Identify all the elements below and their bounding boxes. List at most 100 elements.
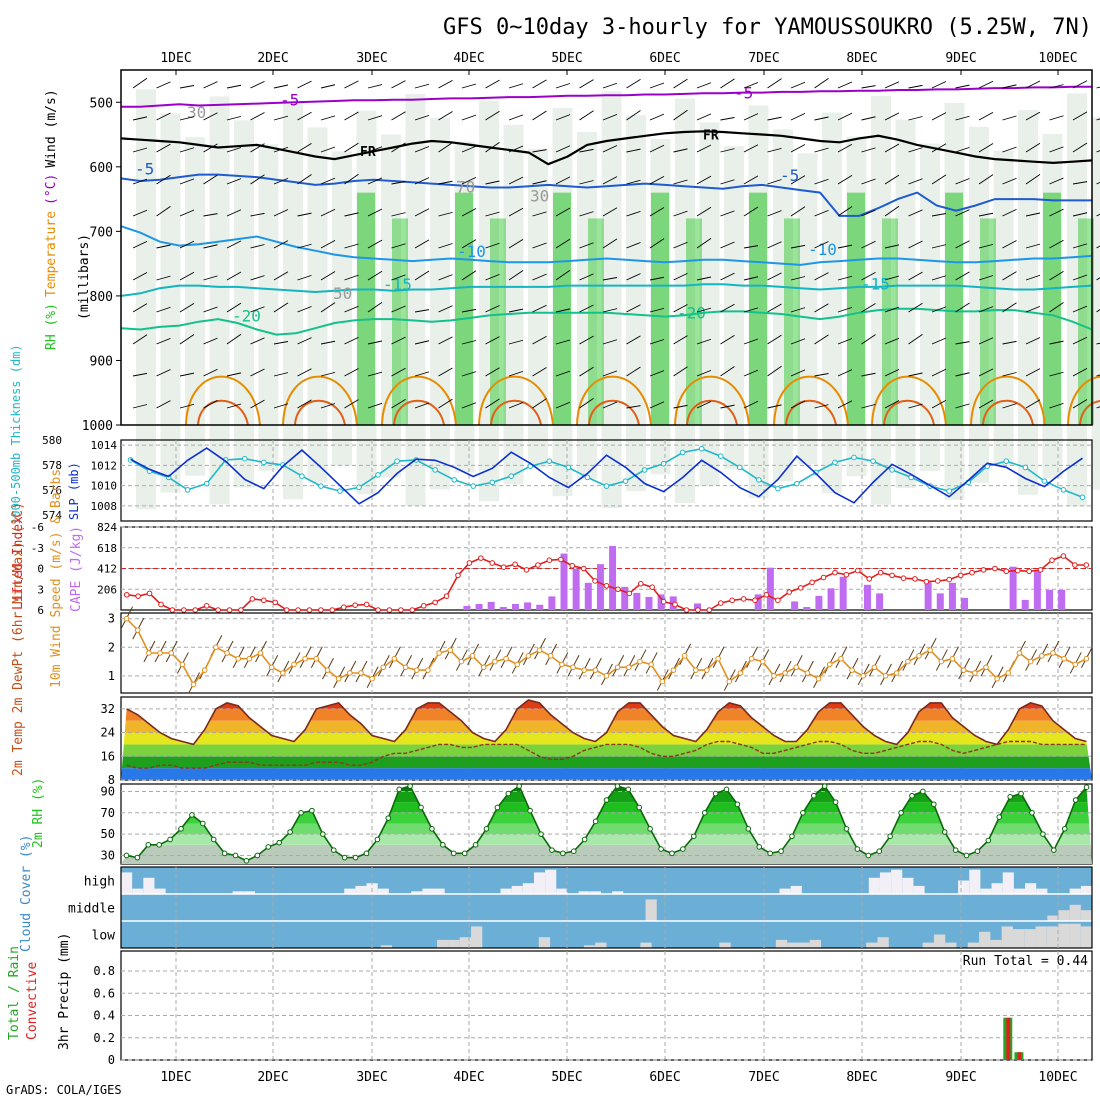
wind-barb [626, 110, 641, 121]
wind-barb [485, 398, 500, 409]
slp-line [130, 447, 1083, 505]
lifted-index-line-point [363, 601, 370, 608]
wind-barb [250, 399, 265, 409]
thickness-line-point [432, 467, 438, 473]
wind10m-line-point [425, 667, 431, 673]
lifted-index-line-point [843, 571, 850, 578]
wind10m-line-point [492, 658, 498, 665]
wind-barb [532, 273, 547, 281]
wind-barb [626, 335, 641, 345]
wind-barb [579, 242, 594, 249]
cape-bar [645, 596, 653, 610]
wind-barb [955, 178, 970, 185]
wind-barb [320, 146, 336, 153]
cloud-bar [1069, 923, 1081, 948]
lifted-index-line-point [706, 607, 713, 613]
cape-bar [609, 546, 617, 610]
lifted-index-line-point [386, 607, 393, 613]
wind10m-line-point [1072, 661, 1079, 668]
contour-label: FR [703, 129, 719, 144]
wind10m-line-point [224, 650, 230, 656]
wind-barb [132, 272, 148, 281]
upper-air-frame [120, 69, 1093, 426]
lifted-index-line-point [169, 607, 176, 613]
cloud-bar [1069, 904, 1081, 921]
wind-barb [602, 207, 618, 217]
wind-barb [814, 147, 829, 153]
wind10m-line-point [916, 653, 922, 659]
wind-barb [226, 209, 242, 217]
wind-barb [790, 175, 806, 185]
wind10m-line-point [503, 655, 509, 662]
cape-bar [948, 582, 956, 610]
y-tick-label: 500 [90, 96, 113, 111]
wind-barb [273, 177, 289, 185]
wind-barb [1002, 240, 1017, 249]
contour-label: -5 [734, 83, 753, 102]
cloud-bar [967, 942, 980, 948]
wind-barb [344, 336, 359, 345]
rh2m-line-point [996, 814, 1003, 820]
lifted-index-line-point [523, 567, 530, 573]
wind-barb [767, 147, 782, 153]
x-tick-label-bottom: 4DEC [453, 1070, 484, 1085]
wind-barb [673, 304, 688, 313]
wind-barb [767, 210, 782, 217]
wind-barb [320, 371, 336, 377]
rh2m-line-point [669, 850, 675, 857]
wind-barb [297, 306, 312, 313]
lifted-index-line-point [1037, 567, 1044, 573]
wind10m-line-point [938, 658, 945, 665]
cape-bar [803, 606, 811, 610]
wind-barb [649, 307, 665, 313]
wind-barb [908, 271, 923, 281]
boundary-layer-contour [588, 399, 640, 426]
isotherm-line [120, 130, 1093, 166]
thickness-line-point [851, 454, 857, 461]
wind-barb [555, 238, 571, 249]
wind10m-line-point [525, 653, 532, 659]
wind-barb [696, 113, 712, 121]
wind-barb [250, 143, 265, 153]
wind-barb [978, 143, 994, 153]
rh-gray-band [160, 113, 181, 493]
wind-barb [790, 244, 806, 249]
lifted-index-line-point [181, 607, 187, 613]
isotherm-line [121, 85, 1092, 108]
rh-green-plume [749, 192, 767, 425]
wind10m-line-point [748, 655, 755, 662]
cloud-frame [120, 866, 1093, 949]
cloud-bar [1036, 888, 1048, 894]
cape-bar [524, 602, 532, 610]
cape-bar [791, 601, 799, 610]
wind10m-line-point [905, 658, 911, 665]
thickness-line-point [889, 467, 895, 473]
wind-barb [602, 339, 618, 345]
wind-barb [555, 176, 571, 185]
cloud-bar [866, 942, 878, 948]
ylabel-part: RH (%) [44, 303, 59, 350]
upper-air-ylabel: RH (%) Temperature (°C) Wind (m/s) [44, 89, 59, 350]
rh-green-plume [980, 218, 996, 425]
cape-bar [754, 594, 762, 610]
wind-barb [156, 143, 171, 153]
wind-barb [579, 304, 594, 313]
rh2m-line-point [341, 854, 348, 861]
wind-barb [673, 335, 688, 345]
wind-barb [931, 112, 947, 121]
lifted-index-line-point [637, 580, 644, 587]
cloud-bar [377, 888, 389, 894]
wind-barb [485, 305, 500, 313]
wind-barb [978, 368, 994, 377]
wind-barb [156, 306, 171, 313]
wind-barb [579, 398, 594, 409]
wind-barb [179, 334, 195, 345]
wind-barb [884, 368, 900, 377]
wind-barb [226, 178, 242, 185]
cloud-bar [437, 939, 449, 948]
boundary-layer-contour [490, 399, 542, 426]
wind10m-line-point [782, 670, 788, 676]
wind-barb [1049, 146, 1064, 153]
wind-barb [179, 240, 195, 249]
wind10m-line-point [268, 664, 275, 671]
